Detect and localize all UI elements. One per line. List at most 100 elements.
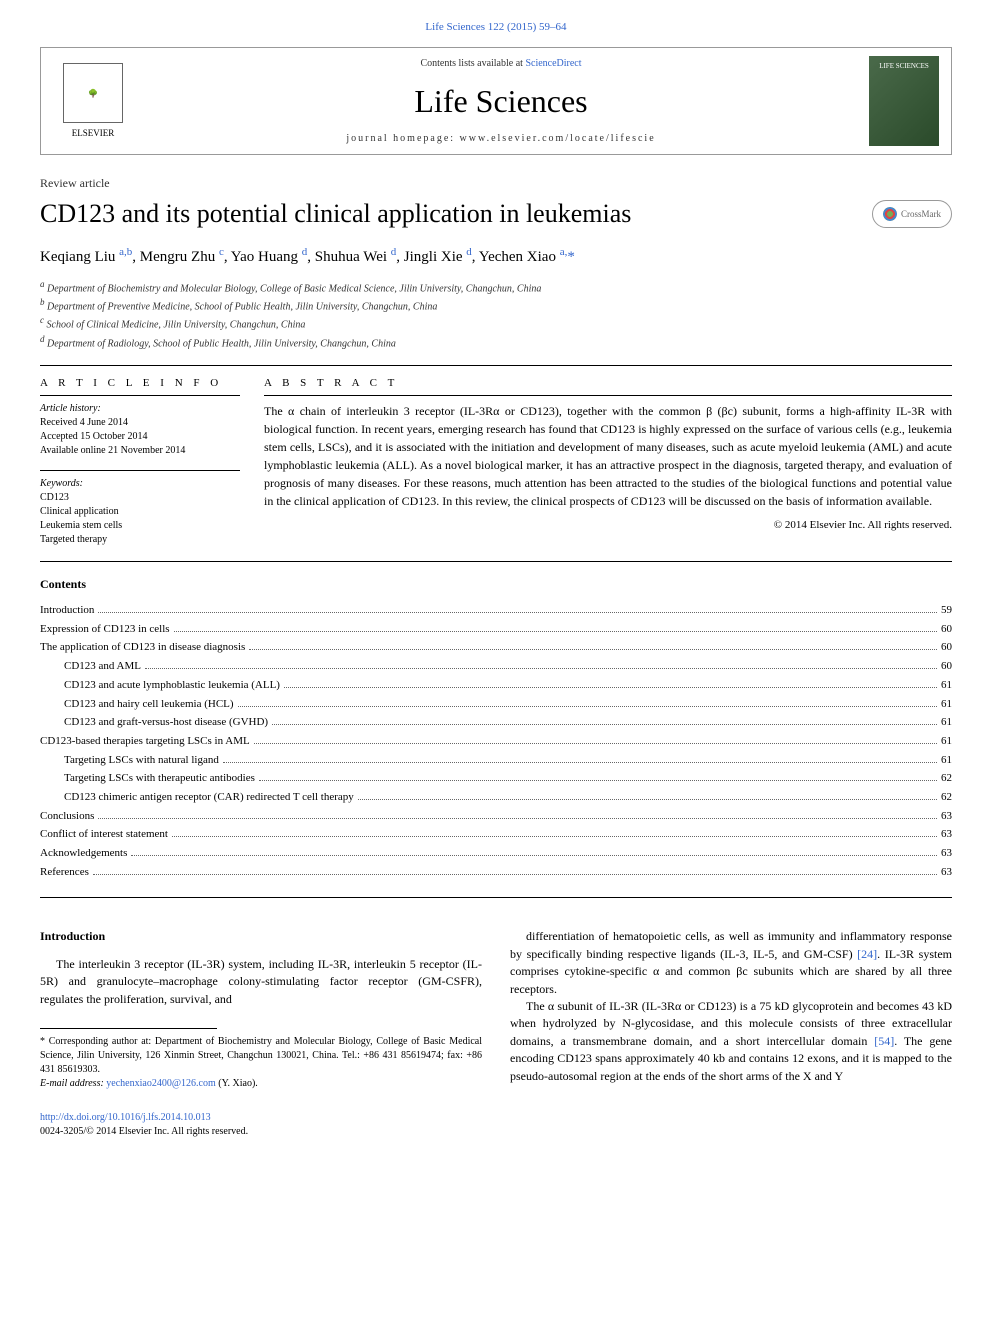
- toc-row[interactable]: Introduction59: [40, 601, 952, 620]
- email-footnote: E-mail address: yechenxiao2400@126.com (…: [40, 1077, 482, 1091]
- elsevier-tree-icon: 🌳: [63, 63, 123, 123]
- toc-label: Targeting LSCs with natural ligand: [64, 751, 219, 770]
- elsevier-logo: 🌳 ELSEVIER: [53, 56, 133, 146]
- corresponding-footnote: * Corresponding author at: Department of…: [40, 1035, 482, 1077]
- toc-row[interactable]: Conflict of interest statement63: [40, 825, 952, 844]
- toc-row[interactable]: Targeting LSCs with therapeutic antibodi…: [40, 769, 952, 788]
- toc-page: 61: [941, 751, 952, 770]
- toc-label: Acknowledgements: [40, 844, 127, 863]
- divider-top: [40, 365, 952, 366]
- toc-row[interactable]: CD123 and AML60: [40, 657, 952, 676]
- toc-dots: [93, 874, 937, 875]
- email-suffix: (Y. Xiao).: [218, 1078, 258, 1089]
- toc-page: 62: [941, 769, 952, 788]
- footer-copyright: 0024-3205/© 2014 Elsevier Inc. All right…: [40, 1125, 248, 1139]
- journal-cover-thumbnail: LIFE SCIENCES: [869, 56, 939, 146]
- toc-page: 63: [941, 825, 952, 844]
- affiliation-line: a Department of Biochemistry and Molecul…: [40, 278, 952, 296]
- article-type: Review article: [40, 175, 952, 192]
- keywords-list: CD123Clinical applicationLeukemia stem c…: [40, 491, 240, 547]
- crossmark-badge[interactable]: CrossMark: [872, 200, 952, 228]
- toc-row[interactable]: CD123-based therapies targeting LSCs in …: [40, 732, 952, 751]
- toc-page: 63: [941, 844, 952, 863]
- email-link[interactable]: yechenxiao2400@126.com: [106, 1078, 215, 1089]
- toc-row[interactable]: References 63: [40, 863, 952, 882]
- contents-heading: Contents: [40, 576, 952, 593]
- toc-dots: [131, 855, 937, 856]
- toc-dots: [259, 780, 937, 781]
- introduction-heading: Introduction: [40, 928, 482, 945]
- history-item: Accepted 15 October 2014: [40, 430, 240, 444]
- toc-row[interactable]: Expression of CD123 in cells60: [40, 620, 952, 639]
- left-column: Introduction The interleukin 3 receptor …: [40, 928, 482, 1091]
- toc-dots: [98, 612, 937, 613]
- toc-label: CD123 chimeric antigen receptor (CAR) re…: [64, 788, 354, 807]
- right-paragraph-1: differentiation of hematopoietic cells, …: [510, 928, 952, 998]
- toc-label: CD123 and hairy cell leukemia (HCL): [64, 695, 234, 714]
- toc-label: Conclusions: [40, 807, 94, 826]
- toc-label: Introduction: [40, 601, 94, 620]
- keyword-item: Targeted therapy: [40, 533, 240, 547]
- intro-paragraph-1: The interleukin 3 receptor (IL-3R) syste…: [40, 956, 482, 1008]
- toc-dots: [238, 706, 937, 707]
- keyword-item: Leukemia stem cells: [40, 519, 240, 533]
- keyword-item: Clinical application: [40, 505, 240, 519]
- toc-page: 60: [941, 657, 952, 676]
- toc-page: 63: [941, 863, 952, 882]
- affiliation-line: c School of Clinical Medicine, Jilin Uni…: [40, 314, 952, 332]
- history-label: Article history:: [40, 402, 240, 416]
- toc-label: CD123 and graft-versus-host disease (GVH…: [64, 713, 268, 732]
- right-column: differentiation of hematopoietic cells, …: [510, 928, 952, 1091]
- toc-dots: [358, 799, 937, 800]
- info-abstract-row: A R T I C L E I N F O Article history: R…: [40, 376, 952, 547]
- toc-row[interactable]: Acknowledgements 63: [40, 844, 952, 863]
- ref-24[interactable]: [24]: [857, 947, 877, 961]
- citation-header: Life Sciences 122 (2015) 59–64: [40, 20, 952, 35]
- toc-row[interactable]: CD123 and hairy cell leukemia (HCL) 61: [40, 695, 952, 714]
- affiliations: a Department of Biochemistry and Molecul…: [40, 278, 952, 351]
- authors-line: Keqiang Liu a,b, Mengru Zhu c, Yao Huang…: [40, 245, 952, 268]
- toc-page: 61: [941, 695, 952, 714]
- header-center: Contents lists available at ScienceDirec…: [133, 57, 869, 146]
- journal-homepage[interactable]: journal homepage: www.elsevier.com/locat…: [133, 132, 869, 146]
- toc-row[interactable]: CD123 and acute lymphoblastic leukemia (…: [40, 676, 952, 695]
- article-title: CD123 and its potential clinical applica…: [40, 196, 631, 232]
- footer-row: http://dx.doi.org/10.1016/j.lfs.2014.10.…: [40, 1111, 952, 1139]
- ref-54[interactable]: [54]: [874, 1034, 894, 1048]
- toc-row[interactable]: The application of CD123 in disease diag…: [40, 638, 952, 657]
- toc-page: 61: [941, 713, 952, 732]
- toc-dots: [254, 743, 937, 744]
- toc-label: The application of CD123 in disease diag…: [40, 638, 245, 657]
- journal-name: Life Sciences: [133, 79, 869, 124]
- history-list: Received 4 June 2014Accepted 15 October …: [40, 416, 240, 458]
- affiliation-line: d Department of Radiology, School of Pub…: [40, 333, 952, 351]
- article-info-column: A R T I C L E I N F O Article history: R…: [40, 376, 240, 547]
- divider-mid: [40, 561, 952, 562]
- toc-page: 62: [941, 788, 952, 807]
- history-item: Available online 21 November 2014: [40, 444, 240, 458]
- toc-row[interactable]: Conclusions 63: [40, 807, 952, 826]
- toc-page: 60: [941, 620, 952, 639]
- toc-dots: [172, 836, 937, 837]
- contents-available-text: Contents lists available at: [420, 58, 522, 69]
- footnote-divider: [40, 1028, 217, 1029]
- toc-row[interactable]: Targeting LSCs with natural ligand 61: [40, 751, 952, 770]
- title-row: CD123 and its potential clinical applica…: [40, 196, 952, 244]
- toc-label: Targeting LSCs with therapeutic antibodi…: [64, 769, 255, 788]
- toc-row[interactable]: CD123 chimeric antigen receptor (CAR) re…: [40, 788, 952, 807]
- table-of-contents: Introduction59Expression of CD123 in cel…: [40, 601, 952, 881]
- article-info-heading: A R T I C L E I N F O: [40, 376, 240, 396]
- doi-link[interactable]: http://dx.doi.org/10.1016/j.lfs.2014.10.…: [40, 1111, 248, 1125]
- toc-row[interactable]: CD123 and graft-versus-host disease (GVH…: [40, 713, 952, 732]
- toc-page: 61: [941, 676, 952, 695]
- toc-label: References: [40, 863, 89, 882]
- right-paragraph-2: The α subunit of IL-3R (IL-3Rα or CD123)…: [510, 998, 952, 1085]
- journal-header-box: 🌳 ELSEVIER Contents lists available at S…: [40, 47, 952, 155]
- toc-page: 63: [941, 807, 952, 826]
- sciencedirect-link[interactable]: ScienceDirect: [525, 58, 581, 69]
- toc-page: 60: [941, 638, 952, 657]
- abstract-text: The α chain of interleukin 3 receptor (I…: [264, 402, 952, 510]
- abstract-copyright: © 2014 Elsevier Inc. All rights reserved…: [264, 518, 952, 533]
- toc-dots: [223, 762, 937, 763]
- footer-left: http://dx.doi.org/10.1016/j.lfs.2014.10.…: [40, 1111, 248, 1139]
